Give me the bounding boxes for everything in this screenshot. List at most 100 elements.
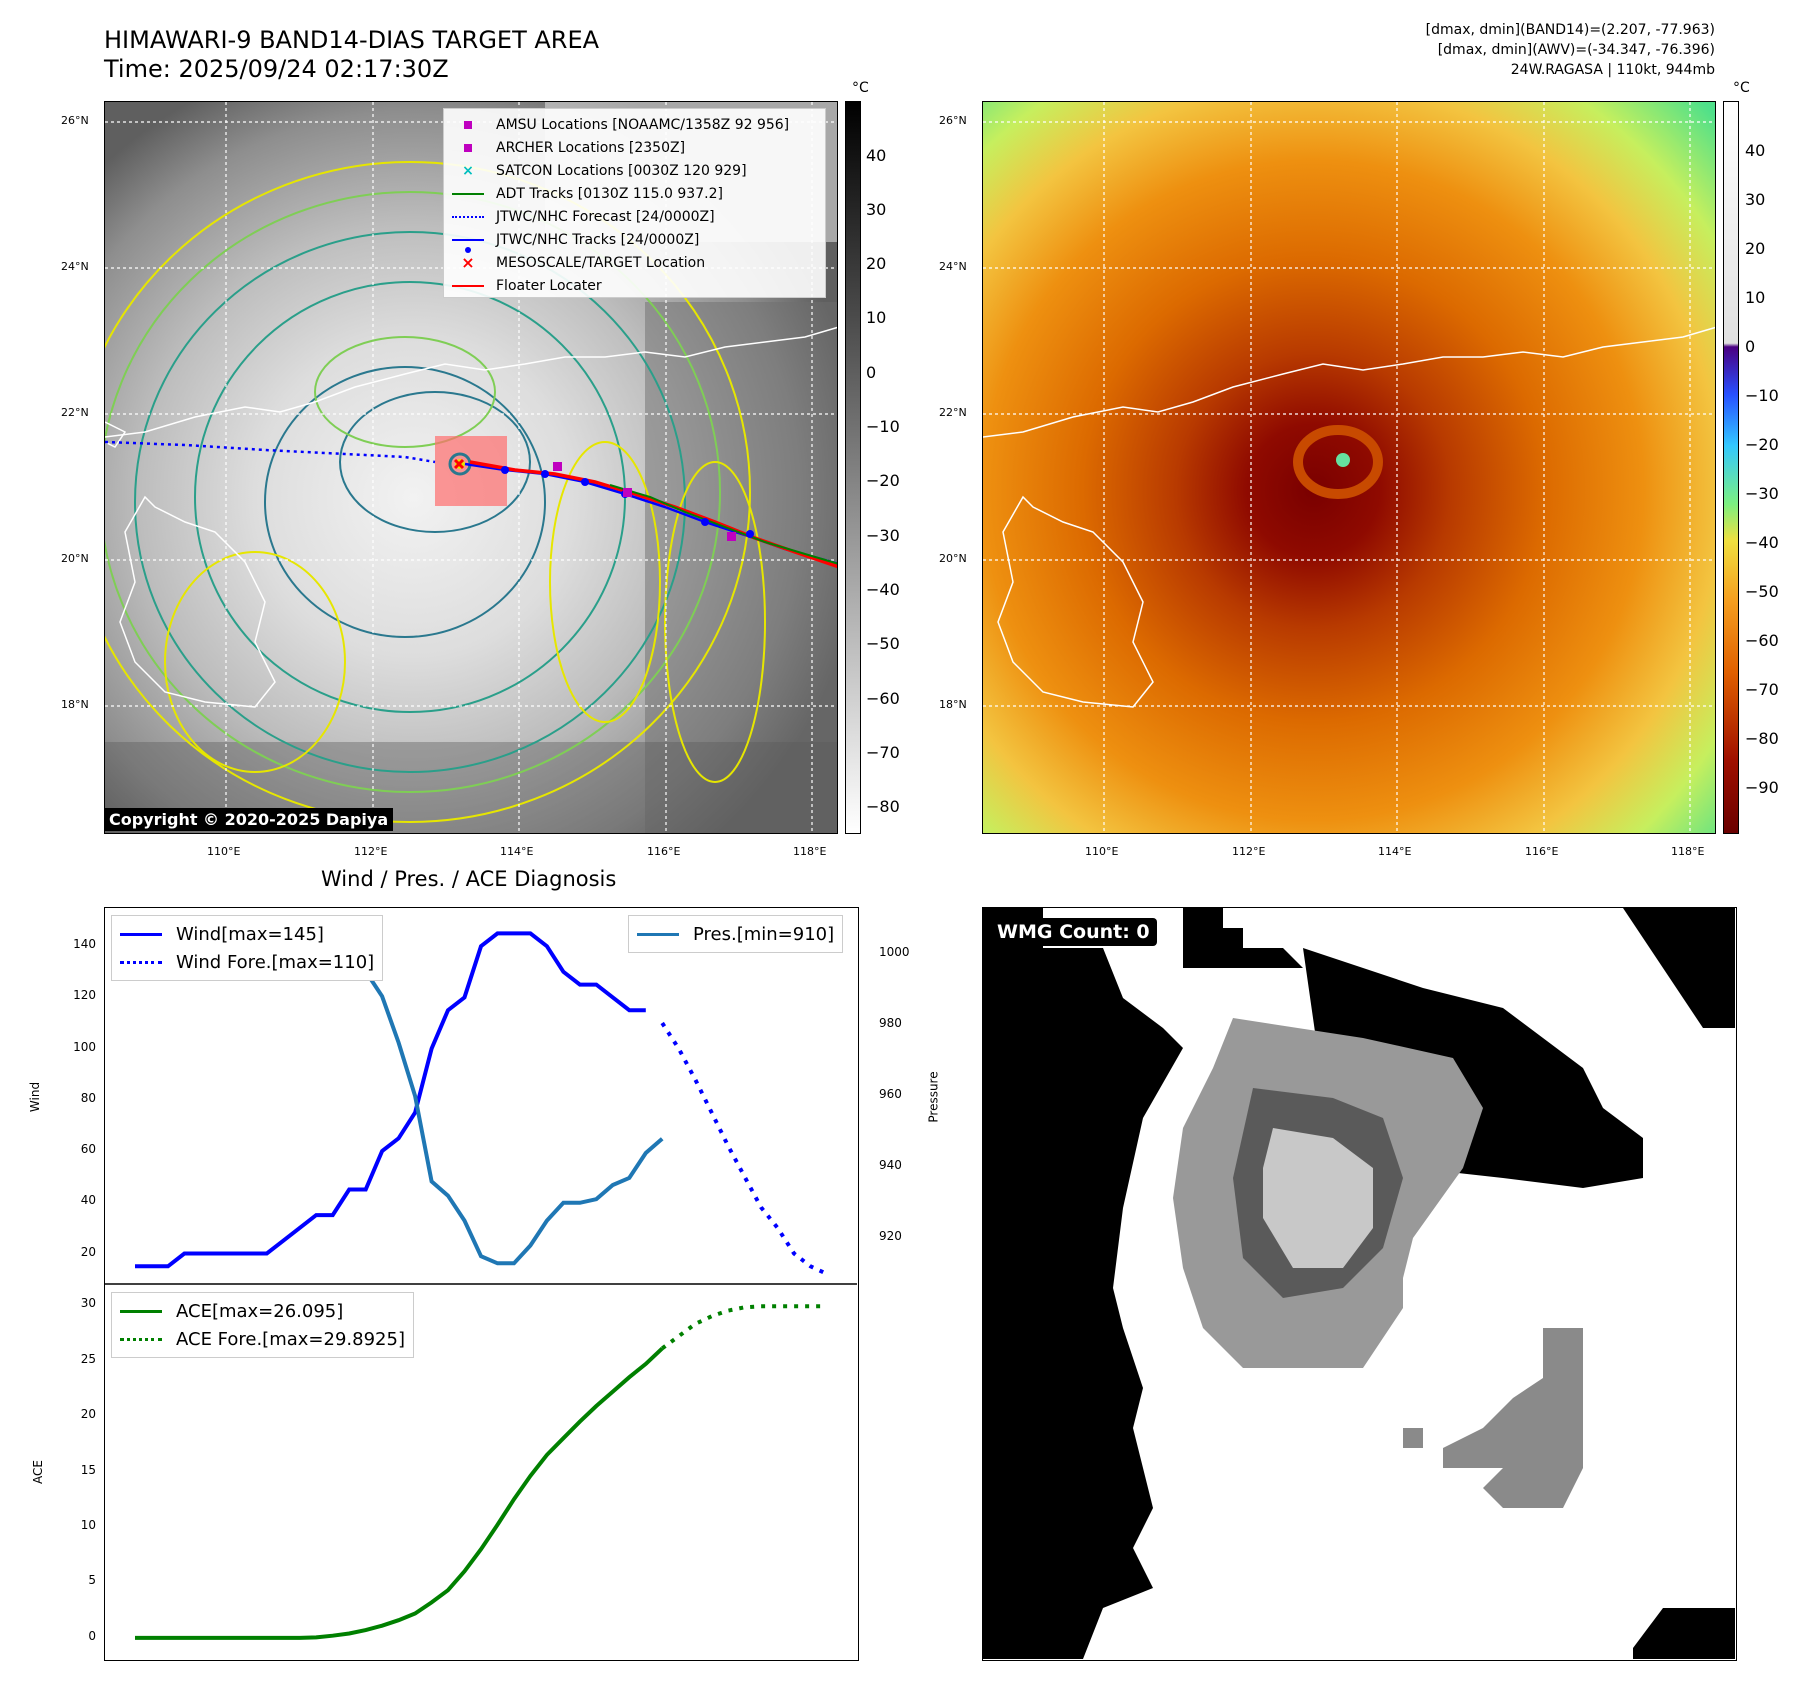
wind-tick: 100 xyxy=(73,1039,96,1054)
lat-tick: 22°N xyxy=(939,406,967,419)
solid-line-icon xyxy=(637,932,679,936)
wmg-image xyxy=(983,908,1735,1659)
colorbar-unit: °C xyxy=(1733,80,1750,96)
legend-label: MESOSCALE/TARGET Location xyxy=(496,254,706,271)
lat-tick: 26°N xyxy=(939,114,967,127)
legend-row: AMSU Locations [NOAAMC/1358Z 92 956] xyxy=(450,113,819,136)
legend-row: ACE[max=26.095] xyxy=(120,1297,405,1325)
colorbar-tick: −90 xyxy=(1745,778,1779,797)
legend-label: Floater Locater xyxy=(496,277,602,294)
legend-row: ACE Fore.[max=29.8925] xyxy=(120,1325,405,1353)
x-marker-icon: × xyxy=(461,253,475,272)
line-dot-icon xyxy=(452,238,484,241)
legend-row: ARCHER Locations [2350Z] xyxy=(450,136,819,159)
pressure-legend: Pres.[min=910] xyxy=(628,915,844,953)
wind-tick: 140 xyxy=(73,937,96,952)
pres--series-line xyxy=(167,937,664,1266)
ace-tick: 5 xyxy=(88,1573,96,1588)
lat-tick: 20°N xyxy=(61,552,89,565)
colorbar-tick: −80 xyxy=(866,797,900,816)
lat-tick: 18°N xyxy=(939,698,967,711)
legend-row: JTWC/NHC Forecast [24/0000Z] xyxy=(450,205,819,228)
wind-tick: 120 xyxy=(73,988,96,1003)
legend-row: Floater Locater xyxy=(450,274,819,297)
colorbar-unit: °C xyxy=(852,80,869,96)
wind-tick: 40 xyxy=(80,1193,96,1208)
ace-tick: 25 xyxy=(80,1351,96,1366)
legend-label: Wind Fore.[max=110] xyxy=(176,951,375,973)
pressure-axis-label: Pressure xyxy=(926,1071,941,1123)
legend-label: ADT Tracks [0130Z 115.0 937.2] xyxy=(496,185,723,202)
line-icon xyxy=(452,192,484,195)
lon-tick: 116°E xyxy=(647,845,681,858)
diagnosis-chart xyxy=(105,931,857,1640)
colorbar-tick: 0 xyxy=(1745,337,1756,356)
band14-range: [dmax, dmin](BAND14)=(2.207, -77.963) xyxy=(1425,22,1715,38)
colorbar-tick: 40 xyxy=(866,146,887,165)
colorbar-tick: 30 xyxy=(1745,190,1766,209)
awv-range: [dmax, dmin](AWV)=(-34.347, -76.396) xyxy=(1437,42,1715,58)
colorbar-tick: −20 xyxy=(866,471,900,490)
legend-label: ARCHER Locations [2350Z] xyxy=(496,139,686,156)
solid-line-icon xyxy=(120,932,162,936)
wind-tick: 80 xyxy=(80,1090,96,1105)
diagnosis-title: Wind / Pres. / ACE Diagnosis xyxy=(321,867,617,891)
legend-row: × SATCON Locations [0030Z 120 929] xyxy=(450,159,819,182)
ace-fore--series-line xyxy=(661,1304,827,1351)
dotted-line-icon xyxy=(120,960,162,964)
figure-title: HIMAWARI-9 BAND14-DIAS TARGET AREA xyxy=(104,26,600,54)
figure-time: Time: 2025/09/24 02:17:30Z xyxy=(104,55,449,83)
legend-label: ACE[max=26.095] xyxy=(176,1300,344,1322)
pressure-tick: 1000 xyxy=(879,944,910,959)
dotted-line-icon xyxy=(452,215,484,218)
pressure-tick: 940 xyxy=(879,1158,902,1173)
colorbar-tick: 0 xyxy=(866,363,877,382)
lon-tick: 118°E xyxy=(793,845,827,858)
gray-colorbar xyxy=(845,101,861,834)
adt-track-line xyxy=(609,484,837,565)
target-area-box xyxy=(435,436,507,506)
solid-line-icon xyxy=(120,1309,162,1313)
awv-map-panel xyxy=(982,101,1716,834)
colorbar-tick: 20 xyxy=(866,254,887,273)
colorbar-tick: −70 xyxy=(866,743,900,762)
colorbar-tick: 40 xyxy=(1745,141,1766,160)
lat-tick: 24°N xyxy=(61,260,89,273)
legend-label: JTWC/NHC Tracks [24/0000Z] xyxy=(496,231,700,248)
legend-row: Wind Fore.[max=110] xyxy=(120,948,374,976)
lon-tick: 118°E xyxy=(1671,845,1705,858)
lon-tick: 110°E xyxy=(207,845,241,858)
lat-tick: 26°N xyxy=(61,114,89,127)
wind-series-line xyxy=(135,931,646,1269)
legend-label: Pres.[min=910] xyxy=(693,923,835,945)
ace-legend: ACE[max=26.095] ACE Fore.[max=29.8925] xyxy=(111,1292,414,1358)
colorbar-tick: −30 xyxy=(866,526,900,545)
wmg-count-label: WMG Count: 0 xyxy=(990,918,1157,946)
x-marker-icon: × xyxy=(462,162,474,179)
legend-label: JTWC/NHC Forecast [24/0000Z] xyxy=(496,208,715,225)
wmg-panel xyxy=(982,907,1737,1661)
colorbar-tick: −70 xyxy=(1745,680,1779,699)
legend-label: ACE Fore.[max=29.8925] xyxy=(176,1328,405,1350)
wind-legend: Wind[max=145] Wind Fore.[max=110] xyxy=(111,915,384,981)
lon-tick: 116°E xyxy=(1525,845,1559,858)
legend-row: Pres.[min=910] xyxy=(637,920,834,948)
square-marker-icon xyxy=(464,120,472,129)
colorbar-tick: 20 xyxy=(1745,239,1766,258)
colorbar-tick: −50 xyxy=(866,634,900,653)
wind-fore--series-line xyxy=(660,1021,828,1276)
colorbar-tick: 10 xyxy=(866,308,887,327)
colorbar-tick: −60 xyxy=(1745,631,1779,650)
dotted-line-icon xyxy=(120,1337,162,1341)
colorbar-tick: 30 xyxy=(866,200,887,219)
colorbar-tick: −80 xyxy=(1745,729,1779,748)
ace-tick: 0 xyxy=(88,1628,96,1643)
lat-tick: 18°N xyxy=(61,698,89,711)
legend-label: Wind[max=145] xyxy=(176,923,324,945)
storm-info: 24W.RAGASA | 110kt, 944mb xyxy=(1510,62,1715,78)
wind-tick: 60 xyxy=(80,1142,96,1157)
lat-tick: 22°N xyxy=(61,406,89,419)
diagnosis-panel xyxy=(104,907,859,1661)
lat-tick: 24°N xyxy=(939,260,967,273)
ace-axis-label: ACE xyxy=(30,1460,45,1484)
